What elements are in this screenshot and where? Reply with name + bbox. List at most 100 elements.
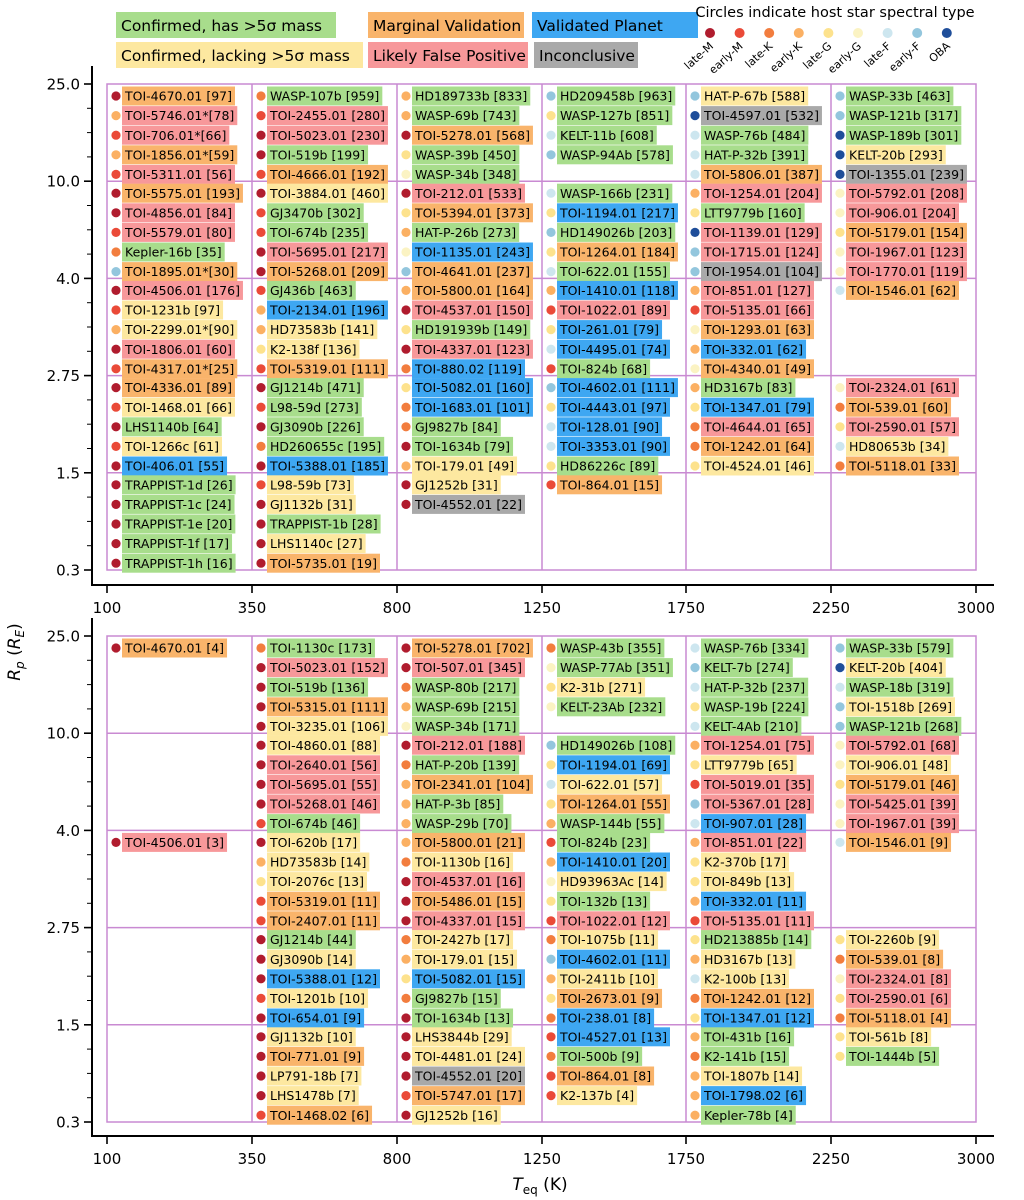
planet-label-bg [412,697,520,717]
x-tick-label: 350 [238,1150,267,1168]
planet-label: TOI-3884.01 [460] [269,186,385,201]
planet-label-bg [701,222,822,242]
planet-label: K2-370b [17] [704,855,786,870]
planet-label: TOI-5135.01 [66] [703,303,811,318]
planet-host-dot [546,779,556,790]
planet-label: TOI-5747.01 [17] [414,1088,522,1103]
legend-spectral-dot [734,28,745,38]
planet-label-bg [412,164,520,184]
planet-label: TOI-2590.01 [6] [848,991,948,1006]
planet-label: TOI-1546.01 [62] [848,283,956,298]
planet-label-bg [701,86,809,106]
planet-label-bg [701,1105,796,1125]
planet-host-dot [690,1013,700,1023]
planet-label-bg [267,658,388,678]
planet-label: TOI-1806.01 [60] [124,342,232,357]
planet-label: HD209458b [963] [560,89,672,104]
planet-host-dot [690,682,700,692]
planet-label: TOI-332.01 [62] [703,342,803,357]
planet-label-bg [846,436,949,456]
planet-host-dot [111,364,121,374]
planet-host-dot [690,760,700,770]
planet-label-bg [267,697,388,717]
legend-spectral-dot [823,28,834,38]
planet-label-bg [557,300,670,320]
planet-label: TOI-5023.01 [230] [269,128,385,143]
planet-host-dot [690,188,700,198]
planet-label: TOI-2673.01 [9] [559,991,659,1006]
planet-host-dot [401,954,411,964]
planet-label: WASP-76b [334] [704,641,805,656]
planet-label: TOI-5388.01 [12] [269,971,377,986]
planet-host-dot [546,760,556,770]
planet-host-dot [546,188,556,198]
planet-host-dot [401,91,411,101]
planet-host-dot [111,558,121,568]
planet-label: TOI-1139.01 [129] [703,225,819,240]
planet-label-bg [557,106,673,126]
planet-label-bg [701,320,814,340]
planet-label-bg [557,359,651,379]
planet-host-dot [401,130,411,140]
planet-host-dot [835,285,845,295]
planet-host-dot [256,402,266,412]
planet-label: TOI-1715.01 [124] [703,245,819,260]
planet-label-bg [846,1008,952,1028]
planet-label: TOI-620b [17] [269,835,357,850]
planet-label-bg [701,911,814,931]
planet-label: TOI-5800.01 [21] [414,835,522,850]
planet-label: HAT-P-32b [391] [704,147,805,162]
planet-host-dot [401,402,411,412]
planet-host-dot [401,422,411,432]
planet-host-dot [401,480,411,490]
planet-label-bg [412,494,525,514]
planet-label: TOI-1130b [16] [414,855,510,870]
planet-label: TOI-4602.01 [11] [559,952,667,967]
planet-label-bg [557,872,667,892]
planet-label: TOI-5268.01 [46] [269,797,377,812]
planet-label: LHS1478b [7] [270,1088,356,1103]
planet-label: TOI-4670.01 [97] [124,89,232,104]
planet-label-bg [412,872,525,892]
legend-quality-swatch [532,12,698,38]
planet-label: WASP-76b [484] [704,128,805,143]
planet-host-dot [256,643,266,653]
planet-label-bg [267,514,381,534]
planet-label: GJ3470b [302] [270,205,361,220]
planet-host-dot [401,325,411,335]
planet-host-dot [401,383,411,393]
planet-host-dot [546,344,556,354]
planet-label-bg [412,203,533,223]
planet-host-dot [111,305,121,315]
planet-label-bg [267,359,388,379]
planet-label-bg [701,930,812,950]
planet-host-dot [835,837,845,848]
planet-host-dot [256,130,266,140]
planet-host-dot [401,896,411,906]
planet-label-bg [701,339,807,359]
planet-label-bg [701,262,822,282]
planet-host-dot [546,325,556,335]
planet-label: WASP-189b [301] [849,128,958,143]
planet-host-dot [401,499,411,509]
planet-label: TOI-1075b [11] [559,932,655,947]
planet-host-dot [401,916,411,926]
planet-label-bg [701,106,822,126]
planet-label-bg [412,242,533,262]
planet-host-dot [690,325,700,335]
planet-label: TOI-4524.01 [46] [703,459,811,474]
planet-label: TOI-1347.01 [79] [703,400,811,415]
planet-host-dot [256,558,266,568]
planet-label-bg [701,145,809,165]
x-tick-label: 800 [383,599,412,617]
planet-host-dot [690,227,700,237]
planet-label-bg [701,755,797,775]
planet-host-dot [835,760,845,770]
x-tick-label: 1750 [667,599,705,617]
planet-label-bg [412,832,525,852]
planet-label-bg [122,242,225,262]
planet-label-bg [412,280,533,300]
x-tick-label: 800 [383,1150,412,1168]
planet-label-bg [557,339,670,359]
planet-label-bg [557,794,670,814]
